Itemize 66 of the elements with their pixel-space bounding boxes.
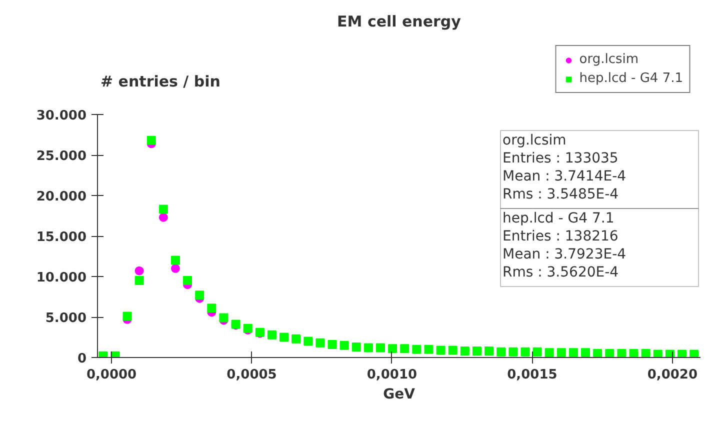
point	[424, 344, 434, 354]
x-axis-title: GeV	[383, 386, 416, 402]
point	[158, 204, 168, 214]
point	[195, 290, 204, 300]
point	[508, 347, 518, 356]
point	[641, 348, 650, 358]
y-tick-label: 25.000	[36, 149, 87, 164]
point	[460, 346, 470, 356]
annotation: org.lcsim Entries : 133035 Mean : 3.7414E-4 Rms : 3.5485E-4	[502, 132, 626, 202]
point	[183, 276, 192, 286]
point	[170, 264, 180, 273]
y-tick-label: 0	[77, 352, 86, 366]
point	[388, 344, 398, 354]
point	[328, 340, 337, 350]
point	[158, 212, 168, 222]
point	[581, 348, 590, 358]
legend-label: hep.lcd - G4 7.1	[579, 71, 683, 86]
point	[556, 348, 566, 358]
point	[496, 347, 506, 356]
chart-title: EM cell energy	[337, 12, 462, 30]
point	[340, 340, 349, 350]
point	[134, 276, 144, 286]
x-tick-label: 0,0020	[647, 368, 698, 382]
point	[364, 343, 373, 352]
legend-label: org.lcsim	[579, 52, 639, 67]
y-axis-title: # entries / bin	[100, 72, 220, 90]
point	[170, 256, 180, 265]
point	[593, 348, 602, 358]
point	[690, 350, 699, 358]
y-tick-label: 20.000	[36, 190, 87, 204]
point	[280, 332, 289, 342]
y-tick-label: 5.000	[45, 311, 87, 326]
point	[605, 348, 614, 358]
point	[472, 346, 482, 356]
point	[629, 348, 638, 358]
point	[544, 348, 554, 358]
point	[617, 348, 626, 358]
point	[484, 346, 494, 356]
point	[292, 334, 301, 344]
point	[352, 342, 361, 352]
point	[316, 338, 325, 348]
x-tick-label: 0,0000	[86, 368, 137, 382]
x-tick-label: 0,0005	[226, 368, 277, 382]
point	[400, 344, 410, 354]
point	[520, 347, 530, 356]
point	[376, 343, 385, 352]
y-tick-label: 10.000	[36, 270, 87, 286]
point	[653, 350, 662, 358]
point	[267, 330, 276, 340]
point	[412, 344, 422, 354]
point	[134, 266, 144, 276]
point	[677, 350, 686, 358]
y-tick-label: 15.000	[36, 230, 87, 245]
x-tick-label: 0,0015	[507, 368, 558, 382]
point	[207, 304, 216, 313]
x-tick-label: 0,0010	[366, 368, 418, 382]
point	[448, 346, 458, 355]
point	[532, 347, 542, 356]
point	[219, 313, 228, 322]
point	[122, 312, 132, 321]
point	[146, 136, 156, 145]
annotation: hep.lcd - G4 7.1 Entries : 138216 Mean : 3.7923E-4 Rms : 3.5620E-4	[502, 210, 626, 280]
y-tick-label: 30.000	[36, 108, 87, 124]
point	[568, 348, 578, 358]
point	[304, 336, 313, 346]
point	[436, 346, 446, 355]
